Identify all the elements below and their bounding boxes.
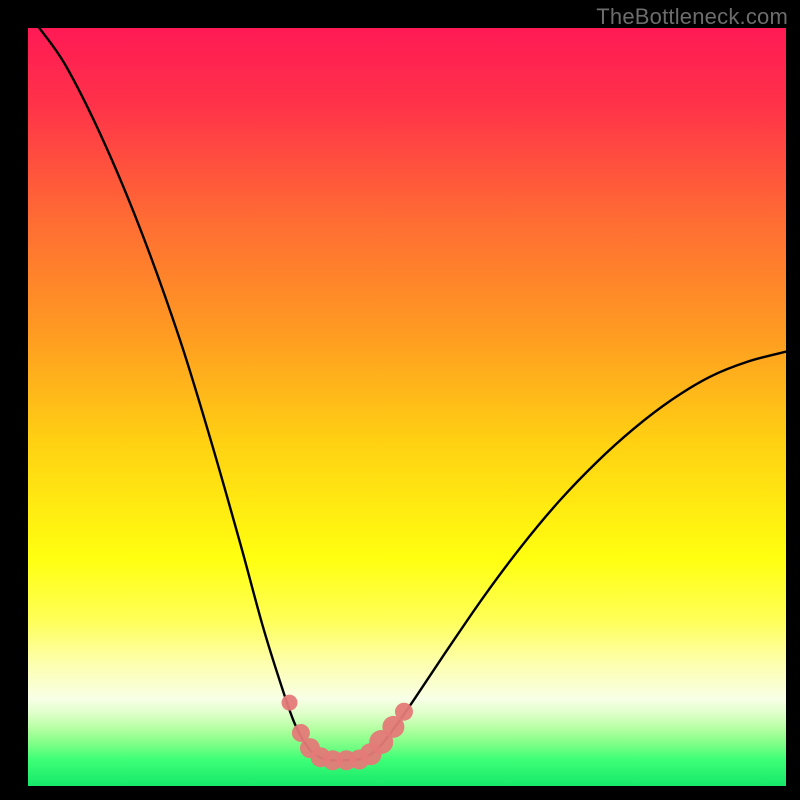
watermark-text: TheBottleneck.com bbox=[596, 4, 788, 30]
valley-marker bbox=[395, 703, 413, 721]
plot-area bbox=[28, 28, 786, 786]
gradient-background bbox=[28, 28, 786, 786]
plot-svg bbox=[28, 28, 786, 786]
valley-marker bbox=[282, 695, 298, 711]
figure-root: TheBottleneck.com bbox=[0, 0, 800, 800]
